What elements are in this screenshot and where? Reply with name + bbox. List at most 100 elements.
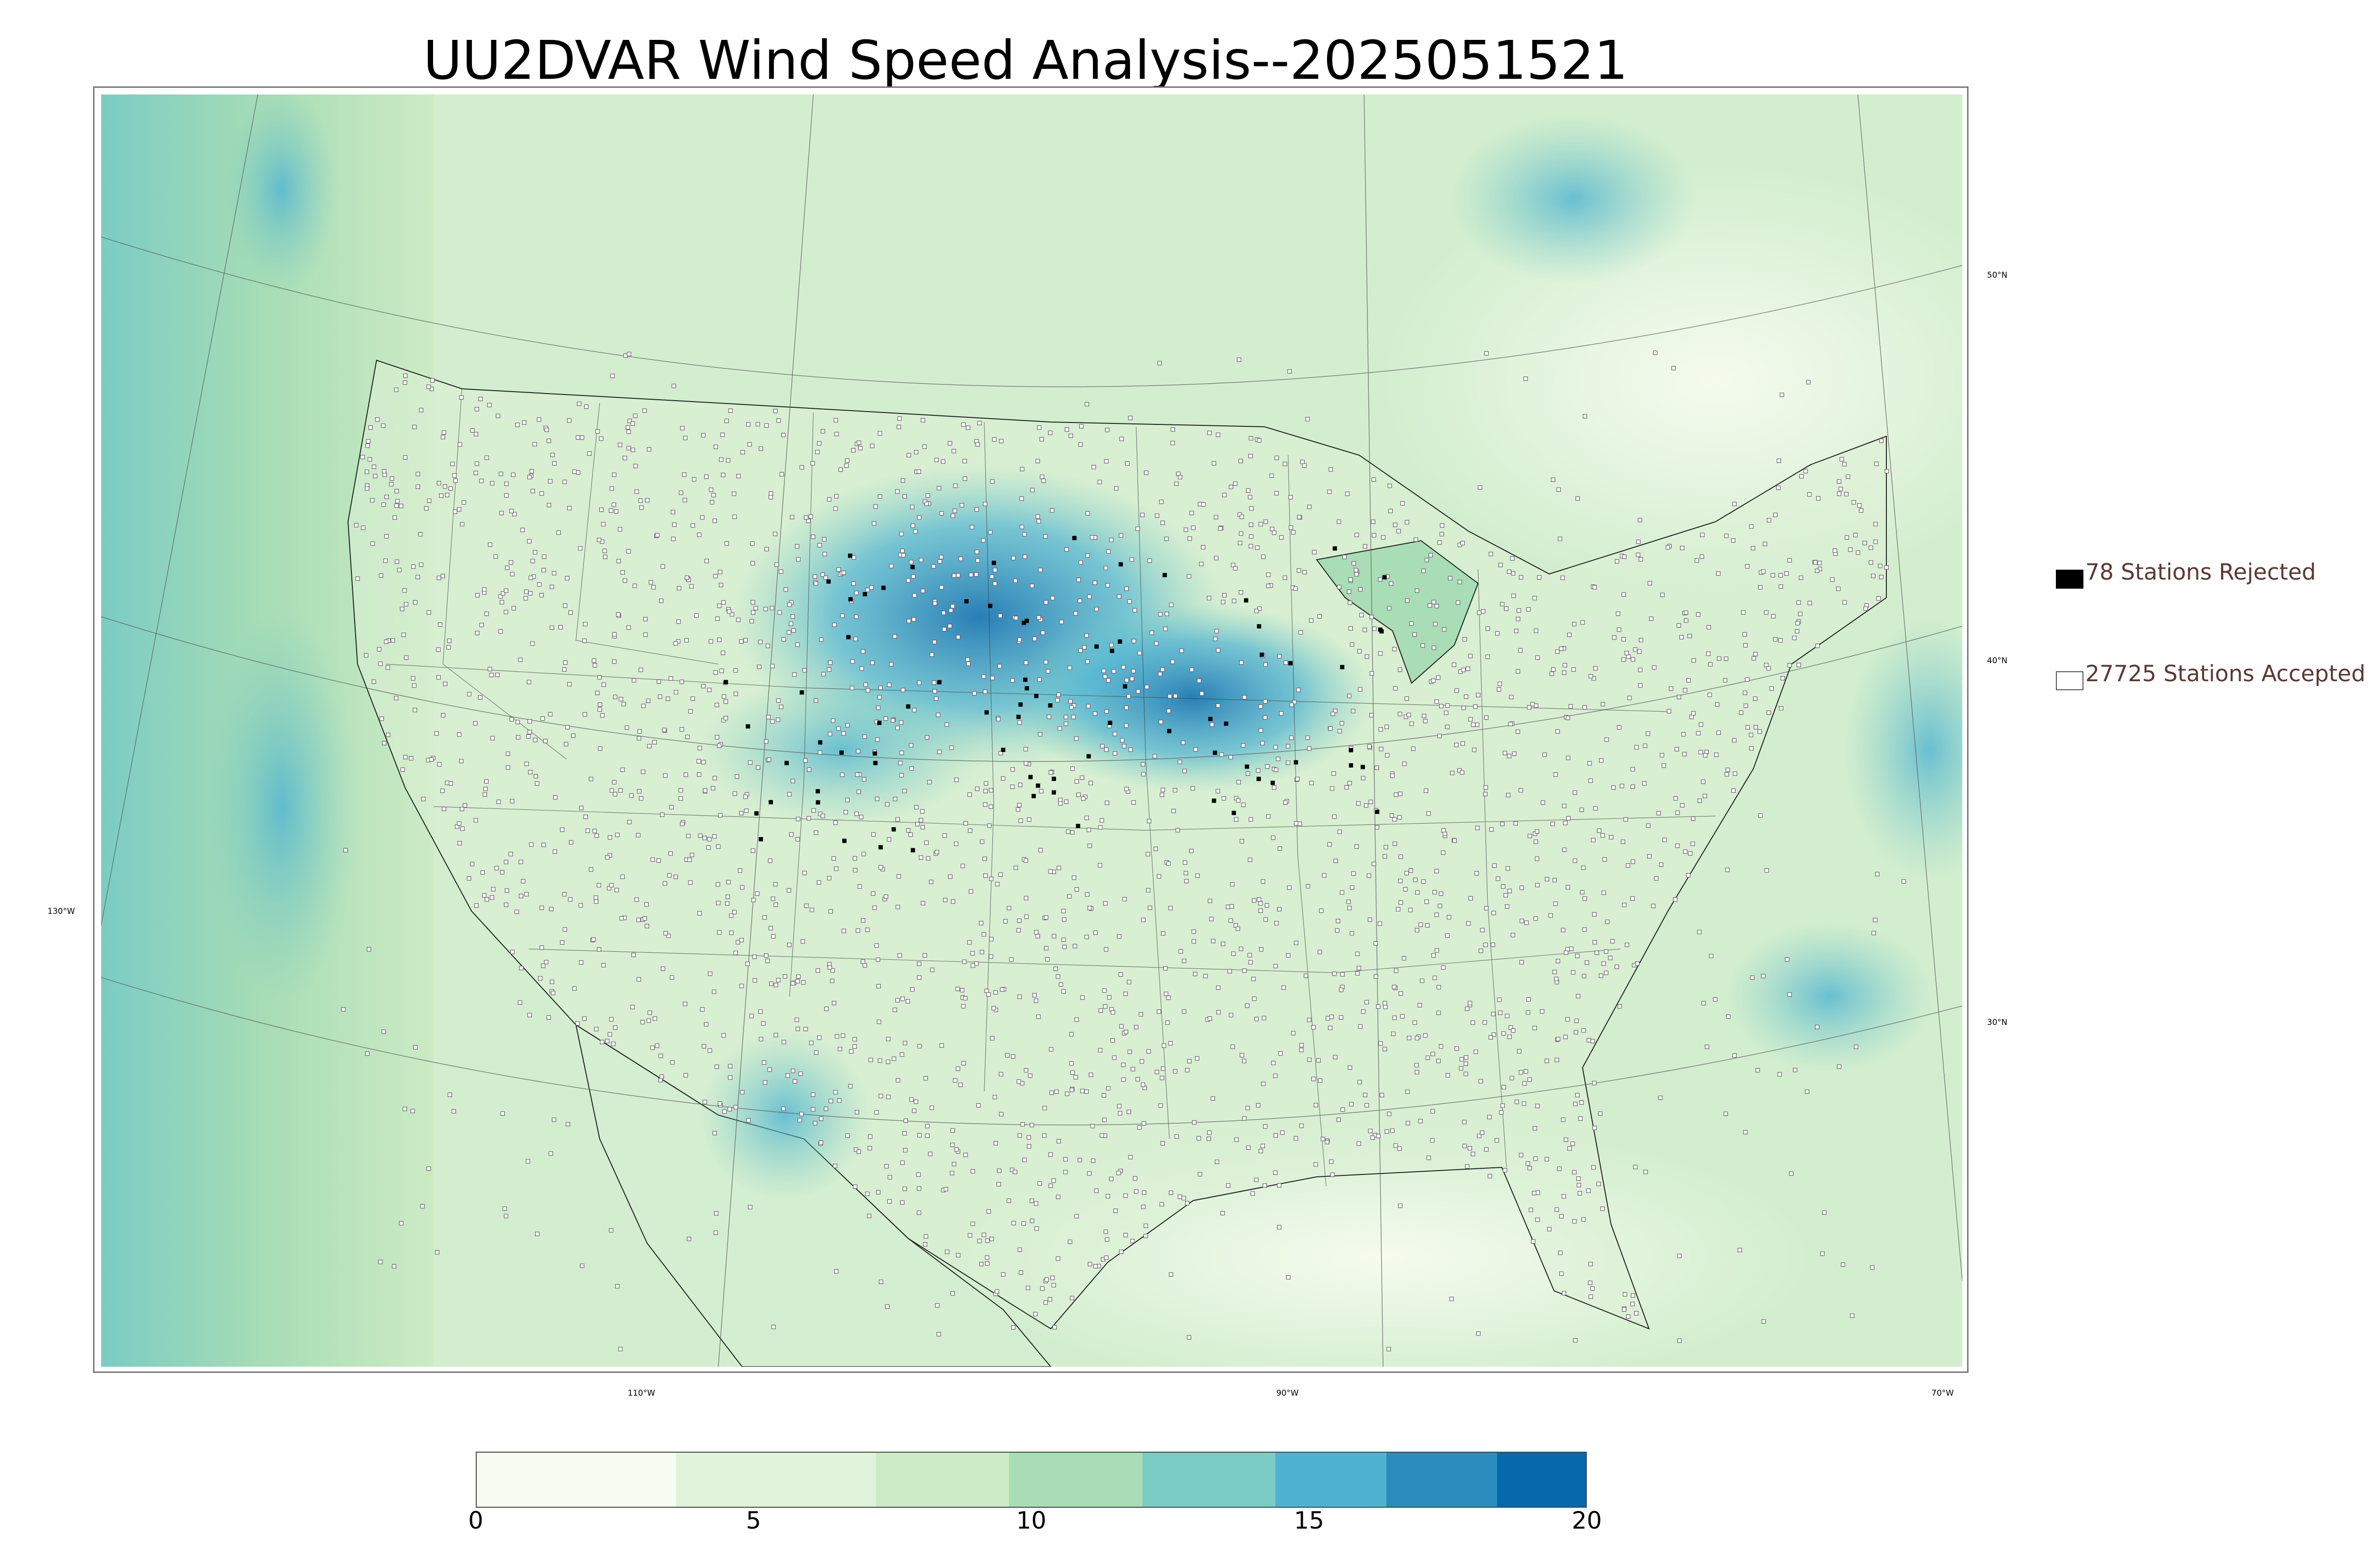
accepted-station-marker	[949, 608, 953, 613]
accepted-station-marker	[1007, 906, 1011, 911]
accepted-station-marker	[1155, 513, 1159, 518]
accepted-station-marker	[1376, 1134, 1381, 1138]
accepted-station-marker	[1239, 660, 1244, 665]
accepted-station-marker	[1291, 1031, 1296, 1036]
accepted-station-marker	[526, 734, 531, 739]
accepted-station-marker	[1249, 534, 1253, 539]
accepted-station-marker	[1219, 752, 1224, 757]
accepted-station-marker	[895, 904, 900, 910]
rejected-station-marker	[1332, 546, 1337, 551]
accepted-station-marker	[1591, 1165, 1596, 1170]
accepted-station-marker	[1787, 992, 1792, 997]
accepted-station-marker	[1837, 1064, 1842, 1069]
accepted-station-marker	[827, 667, 831, 672]
accepted-station-marker	[933, 601, 937, 606]
accepted-station-marker	[1112, 751, 1117, 756]
accepted-station-marker	[834, 432, 839, 437]
accepted-station-marker	[669, 975, 674, 980]
accepted-station-marker	[1569, 946, 1573, 951]
accepted-station-marker	[572, 469, 577, 474]
accepted-station-marker	[785, 1073, 790, 1078]
accepted-station-marker	[1581, 1217, 1586, 1222]
accepted-station-marker	[757, 665, 762, 669]
accepted-station-marker	[1374, 974, 1378, 979]
accepted-station-marker	[766, 714, 771, 720]
accepted-station-marker	[1507, 1034, 1512, 1039]
accepted-station-marker	[660, 966, 666, 971]
accepted-station-marker	[851, 555, 856, 560]
accepted-station-marker	[1329, 1159, 1334, 1164]
accepted-station-marker	[877, 494, 883, 499]
accepted-station-marker	[1256, 768, 1261, 773]
accepted-station-marker	[896, 874, 901, 879]
accepted-station-marker	[1311, 1025, 1316, 1030]
accepted-station-marker	[1141, 1204, 1146, 1209]
accepted-station-marker	[403, 380, 407, 385]
accepted-station-marker	[854, 614, 859, 619]
accepted-station-marker	[1043, 534, 1048, 539]
accepted-station-marker	[810, 535, 816, 539]
accepted-station-marker	[1357, 1141, 1361, 1146]
accepted-station-marker	[1575, 954, 1580, 958]
accepted-station-marker	[745, 961, 750, 967]
accepted-station-marker	[917, 1044, 922, 1049]
accepted-station-marker	[394, 503, 399, 508]
accepted-station-marker	[1785, 957, 1790, 962]
lat-label-50n: 50°N	[1987, 271, 2007, 280]
accepted-station-marker	[1519, 575, 1524, 580]
accepted-station-marker	[714, 1064, 719, 1069]
accepted-station-marker	[1597, 828, 1602, 833]
accepted-station-marker	[1102, 988, 1107, 993]
accepted-station-marker	[1500, 601, 1505, 607]
accepted-station-marker	[1187, 574, 1191, 579]
accepted-station-marker	[583, 622, 588, 627]
accepted-station-marker	[1093, 930, 1098, 935]
accepted-station-marker	[1336, 919, 1340, 923]
accepted-station-marker	[1523, 376, 1528, 381]
accepted-station-marker	[1592, 940, 1597, 945]
accepted-station-marker	[1379, 1093, 1385, 1098]
accepted-station-marker	[1097, 479, 1102, 484]
accepted-station-marker	[818, 750, 822, 755]
accepted-station-marker	[473, 470, 478, 475]
accepted-station-marker	[548, 712, 553, 717]
map-panel[interactable]	[93, 86, 1969, 1373]
accepted-station-marker	[1743, 690, 1747, 695]
accepted-station-marker	[488, 667, 492, 672]
wind-speed-map[interactable]	[101, 94, 1962, 1367]
accepted-station-marker	[1561, 1194, 1566, 1199]
accepted-station-marker	[981, 932, 986, 937]
accepted-station-marker	[389, 482, 394, 487]
accepted-station-marker	[568, 610, 573, 615]
accepted-station-marker	[1027, 1135, 1031, 1140]
accepted-station-marker	[426, 1166, 431, 1171]
accepted-station-marker	[1764, 610, 1769, 615]
accepted-station-marker	[956, 573, 961, 578]
accepted-station-marker	[1706, 651, 1711, 656]
accepted-station-marker	[1282, 575, 1287, 580]
accepted-station-marker	[1697, 798, 1702, 803]
accepted-station-marker	[605, 1039, 610, 1043]
accepted-station-marker	[1023, 747, 1028, 751]
accepted-station-marker	[992, 1095, 998, 1099]
accepted-station-marker	[859, 666, 864, 671]
accepted-station-marker	[578, 903, 583, 908]
accepted-station-marker	[696, 759, 701, 764]
accepted-station-marker	[612, 472, 617, 477]
accepted-station-marker	[429, 757, 434, 762]
accepted-station-marker	[799, 1112, 804, 1117]
accepted-station-marker	[953, 841, 959, 846]
accepted-station-marker	[1431, 1052, 1435, 1056]
accepted-station-marker	[733, 668, 738, 673]
accepted-station-marker	[909, 743, 914, 748]
accepted-station-marker	[1799, 575, 1803, 580]
accepted-station-marker	[597, 537, 602, 543]
accepted-station-marker	[895, 1078, 900, 1083]
accepted-station-marker	[424, 506, 429, 511]
accepted-station-marker	[650, 1045, 655, 1050]
accepted-station-marker	[968, 1233, 972, 1238]
accepted-station-marker	[1764, 868, 1769, 873]
accepted-station-marker	[802, 871, 807, 875]
accepted-station-marker	[901, 478, 905, 483]
accepted-station-marker	[509, 852, 513, 856]
